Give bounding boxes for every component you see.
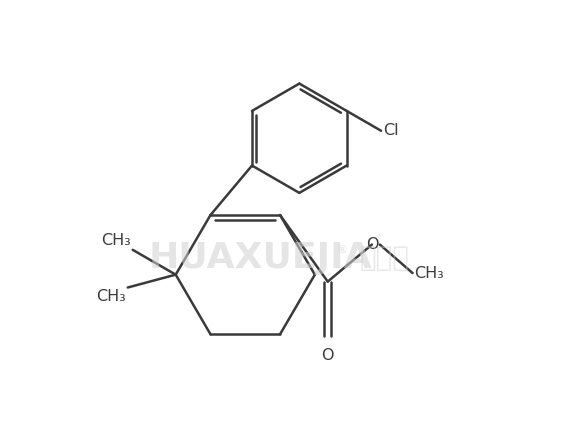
Text: Cl: Cl bbox=[383, 123, 398, 138]
Text: CH₃: CH₃ bbox=[101, 233, 131, 248]
Text: 化学加: 化学加 bbox=[359, 244, 409, 272]
Text: CH₃: CH₃ bbox=[415, 266, 444, 281]
Text: O: O bbox=[366, 237, 378, 252]
Text: HUAXUEJIA: HUAXUEJIA bbox=[148, 241, 372, 275]
Text: CH₃: CH₃ bbox=[96, 290, 126, 304]
Text: O: O bbox=[321, 348, 334, 363]
Text: ®: ® bbox=[336, 245, 347, 255]
